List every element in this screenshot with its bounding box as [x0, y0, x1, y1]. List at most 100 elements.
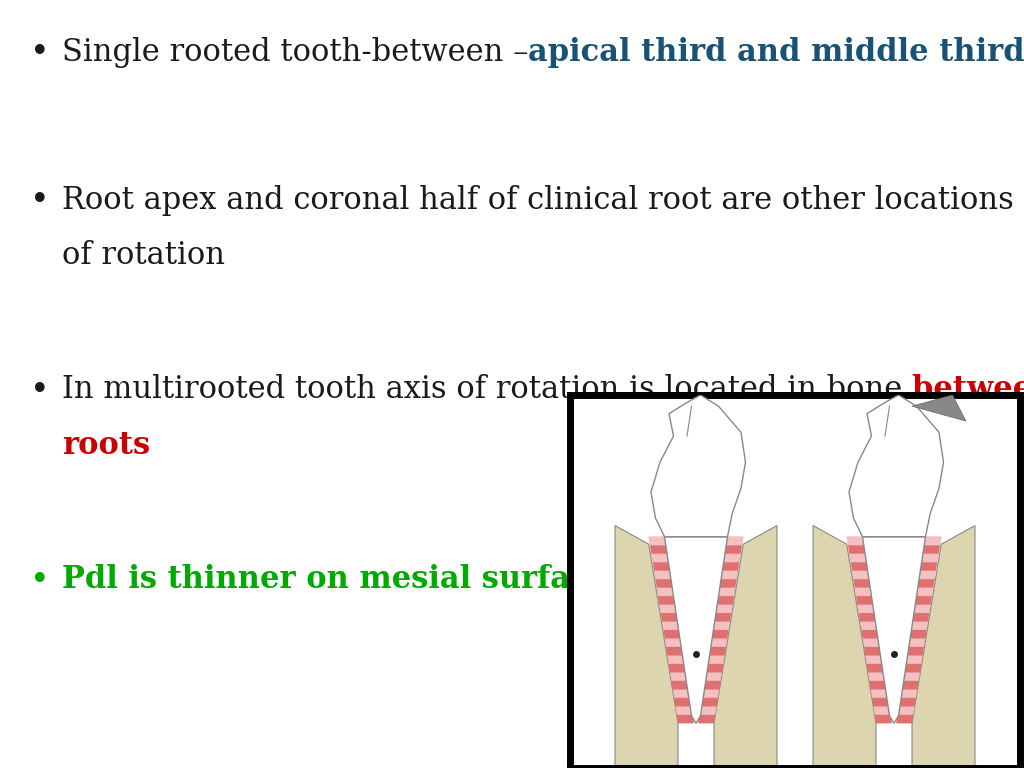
Polygon shape: [850, 554, 866, 562]
Polygon shape: [652, 562, 670, 571]
Text: Single rooted tooth-between –: Single rooted tooth-between –: [62, 37, 528, 68]
Text: •: •: [30, 184, 49, 217]
Polygon shape: [864, 647, 881, 655]
Polygon shape: [870, 690, 888, 698]
Polygon shape: [813, 525, 876, 768]
Polygon shape: [720, 579, 736, 588]
Polygon shape: [655, 579, 673, 588]
Polygon shape: [904, 664, 922, 672]
Polygon shape: [865, 655, 883, 664]
Polygon shape: [896, 715, 913, 723]
Polygon shape: [670, 672, 687, 681]
Polygon shape: [654, 571, 671, 579]
Polygon shape: [901, 681, 919, 690]
Polygon shape: [669, 664, 686, 672]
Polygon shape: [913, 604, 931, 613]
Polygon shape: [862, 537, 926, 723]
Polygon shape: [660, 613, 678, 621]
Polygon shape: [659, 604, 677, 613]
Polygon shape: [911, 621, 928, 630]
Text: apical third and middle third: apical third and middle third: [528, 37, 1024, 68]
Polygon shape: [707, 664, 723, 672]
Text: of rotation: of rotation: [62, 240, 225, 270]
Polygon shape: [905, 655, 923, 664]
Polygon shape: [907, 647, 924, 655]
Polygon shape: [909, 630, 927, 638]
Polygon shape: [656, 588, 674, 596]
Polygon shape: [900, 690, 918, 698]
Polygon shape: [912, 525, 975, 768]
Text: •: •: [30, 373, 49, 406]
Text: Root apex and coronal half of clinical root are other locations of axis: Root apex and coronal half of clinical r…: [62, 184, 1024, 216]
Polygon shape: [869, 681, 887, 690]
Polygon shape: [705, 672, 722, 681]
Polygon shape: [861, 630, 879, 638]
Polygon shape: [677, 715, 693, 723]
Polygon shape: [847, 537, 864, 545]
Text: Pdl is thinner on mesial surface: Pdl is thinner on mesial surface: [62, 564, 608, 595]
Polygon shape: [717, 596, 734, 604]
Text: •: •: [30, 564, 49, 597]
Polygon shape: [914, 596, 932, 604]
Polygon shape: [848, 545, 865, 554]
Polygon shape: [651, 395, 745, 537]
Polygon shape: [699, 707, 717, 715]
Polygon shape: [714, 525, 777, 768]
Polygon shape: [851, 562, 867, 571]
Polygon shape: [722, 562, 739, 571]
Polygon shape: [868, 672, 885, 681]
Polygon shape: [673, 690, 690, 698]
Polygon shape: [712, 630, 729, 638]
Polygon shape: [857, 604, 874, 613]
Polygon shape: [698, 715, 716, 723]
Text: In multirooted tooth axis of rotation is located in bone: In multirooted tooth axis of rotation is…: [62, 375, 912, 406]
Polygon shape: [663, 621, 679, 630]
Polygon shape: [713, 621, 730, 630]
Polygon shape: [665, 537, 727, 723]
Polygon shape: [666, 647, 683, 655]
Polygon shape: [899, 698, 916, 707]
Polygon shape: [721, 571, 738, 579]
Polygon shape: [873, 707, 891, 715]
Polygon shape: [912, 613, 930, 621]
Polygon shape: [860, 621, 878, 630]
Polygon shape: [859, 613, 876, 621]
Polygon shape: [702, 690, 719, 698]
Polygon shape: [921, 562, 937, 571]
Polygon shape: [668, 655, 684, 664]
Polygon shape: [703, 681, 721, 690]
Polygon shape: [862, 638, 880, 647]
Polygon shape: [711, 638, 727, 647]
Polygon shape: [716, 604, 732, 613]
Text: •: •: [30, 35, 49, 68]
Polygon shape: [724, 554, 740, 562]
Polygon shape: [925, 537, 941, 545]
Polygon shape: [708, 655, 725, 664]
Polygon shape: [866, 664, 884, 672]
Polygon shape: [903, 672, 920, 681]
Text: between the: between the: [912, 375, 1024, 406]
Polygon shape: [852, 571, 869, 579]
Polygon shape: [664, 630, 681, 638]
Polygon shape: [912, 395, 966, 421]
Polygon shape: [665, 638, 682, 647]
Polygon shape: [916, 588, 933, 596]
Polygon shape: [714, 613, 731, 621]
Polygon shape: [650, 545, 668, 554]
Polygon shape: [855, 588, 871, 596]
Polygon shape: [898, 707, 914, 715]
Polygon shape: [918, 579, 935, 588]
Polygon shape: [615, 525, 678, 768]
Polygon shape: [919, 571, 936, 579]
Polygon shape: [649, 537, 666, 545]
Polygon shape: [709, 647, 726, 655]
Polygon shape: [908, 638, 926, 647]
Polygon shape: [849, 395, 943, 537]
Polygon shape: [872, 698, 889, 707]
Polygon shape: [718, 588, 735, 596]
Text: roots: roots: [62, 429, 151, 461]
Polygon shape: [658, 596, 675, 604]
Polygon shape: [853, 579, 870, 588]
Polygon shape: [700, 698, 718, 707]
Polygon shape: [725, 545, 742, 554]
